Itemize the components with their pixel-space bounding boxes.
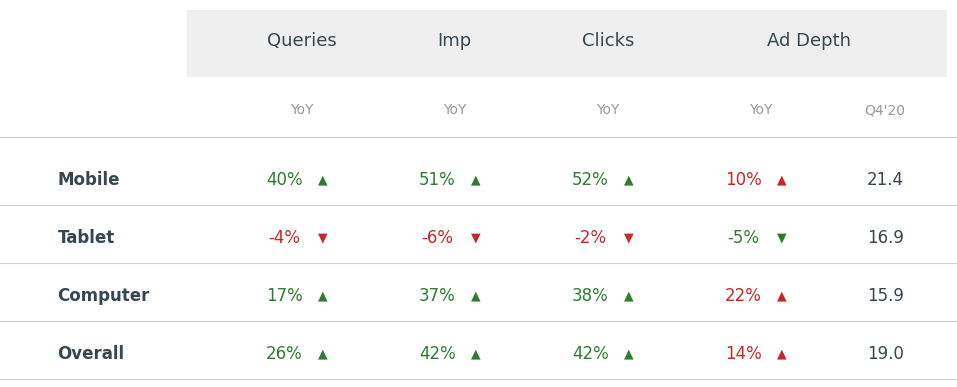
Text: YoY: YoY [443, 103, 466, 117]
Text: ▼: ▼ [624, 231, 634, 245]
Text: ▲: ▲ [318, 289, 327, 303]
Text: 38%: 38% [572, 287, 609, 305]
Text: ▲: ▲ [624, 289, 634, 303]
Text: 19.0: 19.0 [867, 345, 903, 363]
Text: 22%: 22% [725, 287, 762, 305]
Text: ▲: ▲ [318, 348, 327, 361]
Text: 40%: 40% [266, 171, 302, 189]
Text: ▲: ▲ [777, 289, 787, 303]
Text: YoY: YoY [749, 103, 772, 117]
Text: 16.9: 16.9 [867, 229, 903, 247]
Text: -6%: -6% [421, 229, 454, 247]
Text: ▼: ▼ [471, 231, 480, 245]
Text: -4%: -4% [268, 229, 300, 247]
Text: 26%: 26% [266, 345, 302, 363]
Text: ▼: ▼ [777, 231, 787, 245]
Text: Clicks: Clicks [582, 32, 634, 50]
Text: Q4'20: Q4'20 [865, 103, 905, 117]
Text: ▲: ▲ [624, 173, 634, 187]
Text: 42%: 42% [572, 345, 609, 363]
Text: Tablet: Tablet [57, 229, 115, 247]
Text: 42%: 42% [419, 345, 456, 363]
Text: ▲: ▲ [318, 173, 327, 187]
Text: Mobile: Mobile [57, 171, 120, 189]
Text: -2%: -2% [574, 229, 607, 247]
Text: ▲: ▲ [624, 348, 634, 361]
Text: Overall: Overall [57, 345, 124, 363]
Text: ▲: ▲ [471, 289, 480, 303]
Text: 51%: 51% [419, 171, 456, 189]
Text: YoY: YoY [290, 103, 313, 117]
Text: Ad Depth: Ad Depth [767, 32, 851, 50]
Text: Imp: Imp [437, 32, 472, 50]
Text: ▲: ▲ [471, 173, 480, 187]
Text: ▲: ▲ [471, 348, 480, 361]
Text: 37%: 37% [419, 287, 456, 305]
Text: 10%: 10% [725, 171, 762, 189]
Text: 15.9: 15.9 [867, 287, 903, 305]
Text: 52%: 52% [572, 171, 609, 189]
Text: 14%: 14% [725, 345, 762, 363]
Text: ▲: ▲ [777, 173, 787, 187]
Text: -5%: -5% [727, 229, 760, 247]
Text: YoY: YoY [596, 103, 619, 117]
Text: 21.4: 21.4 [867, 171, 903, 189]
Text: 17%: 17% [266, 287, 302, 305]
Text: ▲: ▲ [777, 348, 787, 361]
Text: Queries: Queries [267, 32, 336, 50]
Text: Computer: Computer [57, 287, 150, 305]
FancyBboxPatch shape [187, 10, 947, 77]
Text: ▼: ▼ [318, 231, 327, 245]
